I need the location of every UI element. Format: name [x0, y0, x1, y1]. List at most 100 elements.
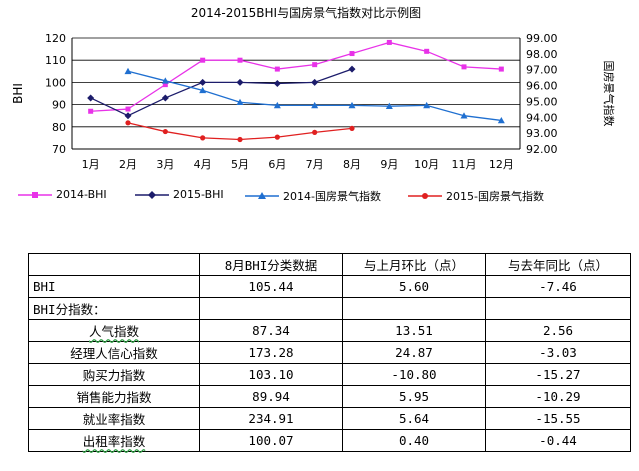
table-header-cell	[28, 253, 200, 276]
legend-item-2015-index: 2015-国房景气指数	[408, 188, 544, 204]
x-tick-label: 8月	[343, 158, 361, 171]
table-row: 人气指数 87.34 13.51 2.56	[28, 319, 631, 342]
series-line-1	[90, 68, 353, 117]
data-point	[498, 66, 504, 72]
x-tick-label: 3月	[156, 158, 174, 171]
row-value: 87.34	[199, 319, 343, 342]
row-mom: 24.87	[342, 341, 486, 364]
row-value: 234.91	[199, 407, 343, 430]
row-value: 100.07	[199, 429, 343, 452]
data-point	[348, 101, 356, 109]
empty-cell	[485, 297, 631, 320]
data-point	[161, 77, 169, 84]
legend-label: 2014-国房景气指数	[283, 190, 381, 203]
y2-tick-label: 92.00	[526, 143, 558, 156]
table-row: 出租率指数 100.07 0.40 -0.44	[28, 429, 631, 452]
data-point	[162, 82, 168, 88]
data-point	[386, 39, 392, 45]
table-row: 经理人信心指数 173.28 24.87 -3.03	[28, 341, 631, 364]
data-point	[311, 78, 319, 86]
x-tick-label: 10月	[414, 158, 439, 171]
y-tick-label: 110	[45, 54, 66, 67]
data-point	[200, 57, 206, 63]
bhi-data-table: 8月BHI分类数据 与上月环比（点） 与去年同比（点） BHI 105.44 5…	[28, 253, 631, 452]
data-point	[125, 120, 131, 126]
x-tick-label: 4月	[194, 158, 212, 171]
legend-label: 2015-BHI	[173, 188, 224, 201]
row-value: 89.94	[199, 385, 343, 408]
row-yoy: -7.46	[485, 275, 631, 298]
legend-swatch-triangle-icon	[245, 192, 279, 199]
data-point	[423, 101, 431, 109]
chart-title: 2014-2015BHI与国房景气指数对比示例图	[191, 5, 421, 20]
data-point	[124, 67, 132, 75]
legend-swatch-circle-icon	[408, 193, 442, 199]
row-label: 经理人信心指数	[28, 341, 200, 364]
row-label-text: 出租率指数	[82, 434, 146, 449]
y2-axis-title: 国房景气指数	[602, 61, 616, 127]
table-row: BHI 105.44 5.60 -7.46	[28, 275, 631, 298]
y-tick-label: 80	[52, 121, 66, 134]
row-mom: 13.51	[342, 319, 486, 342]
row-label: 购买力指数	[28, 363, 200, 386]
data-point	[199, 78, 207, 86]
data-point	[274, 66, 280, 72]
y2-tick-label: 94.00	[526, 111, 558, 124]
table-header-cell: 与上月环比（点）	[342, 253, 486, 276]
y2-tick-label: 95.00	[526, 95, 558, 108]
row-mom: 5.95	[342, 385, 486, 408]
data-point	[199, 86, 207, 94]
y2-tick-label: 99.00	[526, 32, 558, 45]
data-point	[161, 94, 169, 102]
x-tick-label: 12月	[489, 158, 514, 171]
data-point	[311, 101, 319, 109]
table-header-row: 8月BHI分类数据 与上月环比（点） 与去年同比（点）	[28, 253, 631, 276]
data-point	[237, 57, 243, 63]
x-tick-label: 2月	[119, 158, 137, 171]
table-row: 购买力指数 103.10 -10.80 -15.27	[28, 363, 631, 386]
legend-swatch-diamond-icon	[135, 190, 169, 199]
row-yoy: -0.44	[485, 429, 631, 452]
data-point	[460, 112, 468, 119]
y-tick-label: 90	[52, 99, 66, 112]
legend-item-2014-index: 2014-国房景气指数	[245, 188, 381, 204]
subheading-label: BHI分指数：	[28, 297, 200, 320]
legend-label: 2015-国房景气指数	[446, 190, 544, 203]
row-label: 出租率指数	[28, 429, 200, 452]
x-tick-label: 11月	[452, 158, 477, 171]
y2-tick-label: 97.00	[526, 64, 558, 77]
data-point	[125, 106, 131, 112]
row-label: BHI	[28, 275, 200, 298]
row-yoy: -15.55	[485, 407, 631, 430]
data-point	[348, 65, 356, 73]
data-point	[236, 98, 244, 106]
empty-cell	[199, 297, 343, 320]
row-mom: 5.60	[342, 275, 486, 298]
x-tick-label: 7月	[306, 158, 324, 171]
data-point	[497, 116, 505, 124]
y-tick-label: 100	[45, 76, 66, 89]
legend-label: 2014-BHI	[56, 188, 107, 201]
legend-swatch-square-icon	[18, 191, 52, 198]
data-point	[461, 64, 467, 70]
row-value: 105.44	[199, 275, 343, 298]
row-yoy: -3.03	[485, 341, 631, 364]
data-point	[424, 48, 430, 54]
data-point	[273, 101, 281, 109]
empty-cell	[342, 297, 486, 320]
row-label: 就业率指数	[28, 407, 200, 430]
row-yoy: -15.27	[485, 363, 631, 386]
chart-area: 2014-2015BHI与国房景气指数对比示例图 70 80 90 100 110 120 9…	[0, 0, 639, 215]
legend-item-2014-bhi: 2014-BHI	[18, 188, 107, 201]
row-mom: 0.40	[342, 429, 486, 452]
y-tick-label: 120	[45, 32, 66, 45]
line-chart: 2014-2015BHI与国房景气指数对比示例图 70 80 90 100 110 120 9…	[11, 5, 616, 171]
x-tick-label: 9月	[380, 158, 398, 171]
row-value: 173.28	[199, 341, 343, 364]
data-point	[349, 125, 355, 131]
series-line-2	[127, 70, 502, 122]
data-point	[385, 102, 393, 109]
data-point	[88, 108, 94, 114]
table-subheading-row: BHI分指数：	[28, 297, 631, 320]
y2-tick-label: 98.00	[526, 48, 558, 61]
